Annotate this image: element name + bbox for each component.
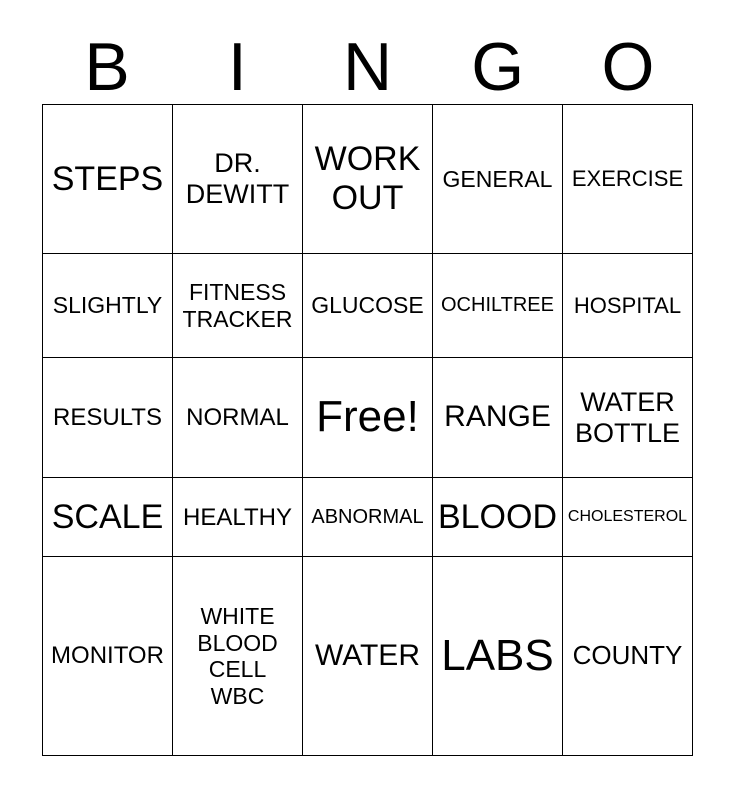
bingo-cell[interactable]: HOSPITAL xyxy=(562,253,693,358)
bingo-cell[interactable]: COUNTY xyxy=(562,556,693,756)
bingo-cell[interactable]: SLIGHTLY xyxy=(42,253,173,358)
bingo-cell[interactable]: STEPS xyxy=(42,103,173,255)
bingo-cell[interactable]: NORMAL xyxy=(172,356,303,479)
bingo-grid: STEPS DR. DEWITT WORK OUT GENERAL EXERCI… xyxy=(42,103,693,756)
bingo-row: STEPS DR. DEWITT WORK OUT GENERAL EXERCI… xyxy=(42,103,693,255)
bingo-cell[interactable]: CHOLESTEROL xyxy=(562,477,693,558)
bingo-title-letter-n: N xyxy=(342,29,393,105)
bingo-row: MONITOR WHITE BLOOD CELL WBC WATER LABS … xyxy=(42,556,693,756)
bingo-title-letter-i: I xyxy=(227,29,247,105)
bingo-cell[interactable]: WATER BOTTLE xyxy=(562,356,693,479)
bingo-title-letter-o: O xyxy=(601,29,655,105)
bingo-cell[interactable]: FITNESS TRACKER xyxy=(172,253,303,358)
bingo-cell[interactable]: LABS xyxy=(432,556,563,756)
bingo-cell[interactable]: RESULTS xyxy=(42,356,173,479)
bingo-cell[interactable]: GENERAL xyxy=(432,103,563,255)
bingo-row: SCALE HEALTHY ABNORMAL BLOOD CHOLESTEROL xyxy=(42,477,693,558)
bingo-cell-free-space[interactable]: Free! xyxy=(302,356,433,479)
bingo-cell[interactable]: GLUCOSE xyxy=(302,253,433,358)
bingo-cell[interactable]: EXERCISE xyxy=(562,103,693,255)
bingo-row: RESULTS NORMAL Free! RANGE WATER BOTTLE xyxy=(42,356,693,479)
bingo-cell[interactable]: WHITE BLOOD CELL WBC xyxy=(172,556,303,756)
bingo-cell[interactable]: HEALTHY xyxy=(172,477,303,558)
bingo-title-letter-g: G xyxy=(471,29,525,105)
bingo-cell[interactable]: DR. DEWITT xyxy=(172,103,303,255)
bingo-cell[interactable]: OCHILTREE xyxy=(432,253,563,358)
bingo-title-letter-b: B xyxy=(84,29,130,105)
bingo-cell[interactable]: BLOOD xyxy=(432,477,563,558)
bingo-title: B I N G O xyxy=(42,33,693,101)
bingo-cell[interactable]: ABNORMAL xyxy=(302,477,433,558)
bingo-cell[interactable]: RANGE xyxy=(432,356,563,479)
bingo-cell[interactable]: WATER xyxy=(302,556,433,756)
bingo-cell[interactable]: WORK OUT xyxy=(302,103,433,255)
bingo-cell[interactable]: MONITOR xyxy=(42,556,173,756)
bingo-row: SLIGHTLY FITNESS TRACKER GLUCOSE OCHILTR… xyxy=(42,253,693,358)
bingo-cell[interactable]: SCALE xyxy=(42,477,173,558)
